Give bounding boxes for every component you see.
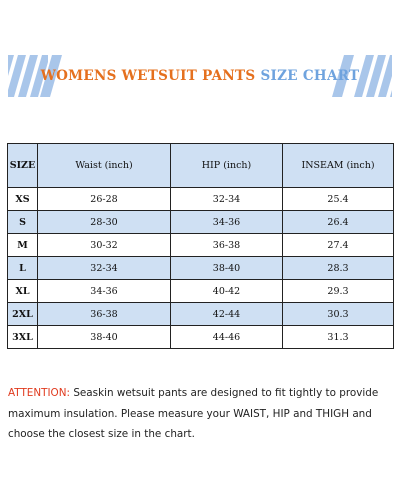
table-header-row: SIZE Waist (inch) HIP (inch) INSEAM (inc…	[7, 143, 394, 188]
banner-background	[8, 55, 392, 97]
table-row: XS 26-28 32-34 25.4	[7, 187, 394, 211]
left-stripes	[8, 55, 48, 97]
header-waist: Waist (inch)	[37, 143, 171, 188]
cell-hip: 40-42	[170, 279, 283, 303]
cell-hip: 32-34	[170, 187, 283, 211]
size-chart-table: SIZE Waist (inch) HIP (inch) INSEAM (inc…	[7, 143, 394, 349]
header-hip: HIP (inch)	[170, 143, 283, 188]
table-row: XL 34-36 40-42 29.3	[7, 279, 394, 303]
cell-size: S	[7, 210, 38, 234]
cell-inseam: 28.3	[282, 256, 394, 280]
cell-waist: 26-28	[37, 187, 171, 211]
table-row: M 30-32 36-38 27.4	[7, 233, 394, 257]
cell-hip: 38-40	[170, 256, 283, 280]
header-size: SIZE	[7, 143, 38, 188]
attention-note: ATTENTION: Seaskin wetsuit pants are des…	[8, 383, 396, 445]
cell-inseam: 25.4	[282, 187, 394, 211]
cell-hip: 34-36	[170, 210, 283, 234]
title-banner: WOMENS WETSUIT PANTS SIZE CHART	[8, 55, 392, 97]
table-row: L 32-34 38-40 28.3	[7, 256, 394, 280]
table-row: 3XL 38-40 44-46 31.3	[7, 325, 394, 349]
attention-text: Seaskin wetsuit pants are designed to fi…	[8, 387, 379, 440]
cell-waist: 34-36	[37, 279, 171, 303]
header-inseam: INSEAM (inch)	[282, 143, 394, 188]
cell-size: 2XL	[7, 302, 38, 326]
banner-title: WOMENS WETSUIT PANTS SIZE CHART	[8, 55, 392, 97]
cell-hip: 36-38	[170, 233, 283, 257]
cell-waist: 30-32	[37, 233, 171, 257]
cell-size: 3XL	[7, 325, 38, 349]
cell-waist: 28-30	[37, 210, 171, 234]
cell-hip: 42-44	[170, 302, 283, 326]
cell-waist: 38-40	[37, 325, 171, 349]
cell-size: XS	[7, 187, 38, 211]
cell-waist: 32-34	[37, 256, 171, 280]
attention-label: ATTENTION:	[8, 387, 71, 399]
cell-hip: 44-46	[170, 325, 283, 349]
cell-inseam: 26.4	[282, 210, 394, 234]
cell-inseam: 27.4	[282, 233, 394, 257]
cell-size: M	[7, 233, 38, 257]
cell-waist: 36-38	[37, 302, 171, 326]
banner-title-main: WOMENS WETSUIT PANTS	[40, 68, 256, 84]
table-row: 2XL 36-38 42-44 30.3	[7, 302, 394, 326]
cell-size: L	[7, 256, 38, 280]
cell-inseam: 30.3	[282, 302, 394, 326]
cell-size: XL	[7, 279, 38, 303]
cell-inseam: 29.3	[282, 279, 394, 303]
table-row: S 28-30 34-36 26.4	[7, 210, 394, 234]
cell-inseam: 31.3	[282, 325, 394, 349]
center-panel	[44, 55, 352, 97]
right-stripes	[352, 55, 392, 97]
banner-title-sub: SIZE CHART	[260, 68, 360, 84]
